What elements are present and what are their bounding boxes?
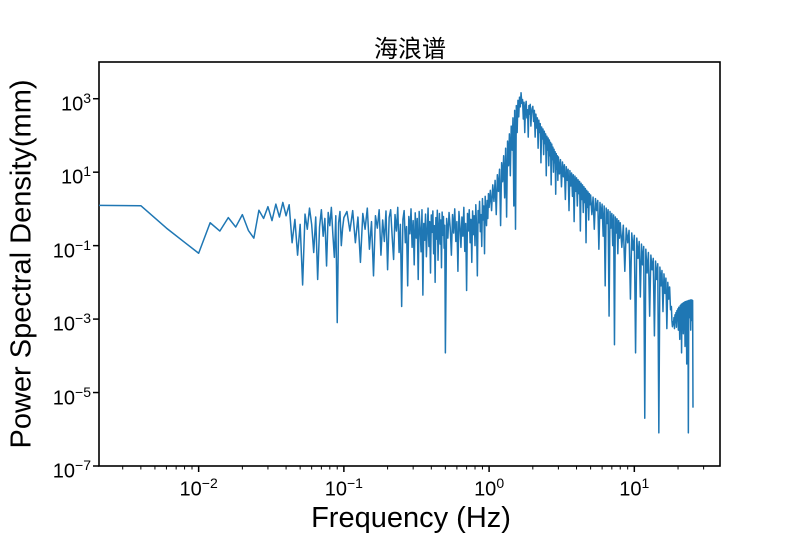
x-axis-label: Frequency (Hz) [311,502,511,534]
y-tick-label: 101 [60,163,91,189]
y-tick-label: 10−5 [52,383,91,410]
chart-title: 海浪谱 [374,36,446,63]
x-tick-label: 10−1 [324,475,363,501]
x-tick-label: 10−2 [179,475,218,501]
y-tick-label: 10−1 [52,236,91,263]
x-tick-label: 101 [619,475,650,501]
plot-border [98,61,721,467]
x-tick-label: 100 [474,475,505,501]
psd-curve [99,92,694,434]
y-tick-label: 103 [60,89,91,116]
y-tick-label: 10−7 [52,457,91,483]
y-tick-label: 10−3 [52,310,91,336]
